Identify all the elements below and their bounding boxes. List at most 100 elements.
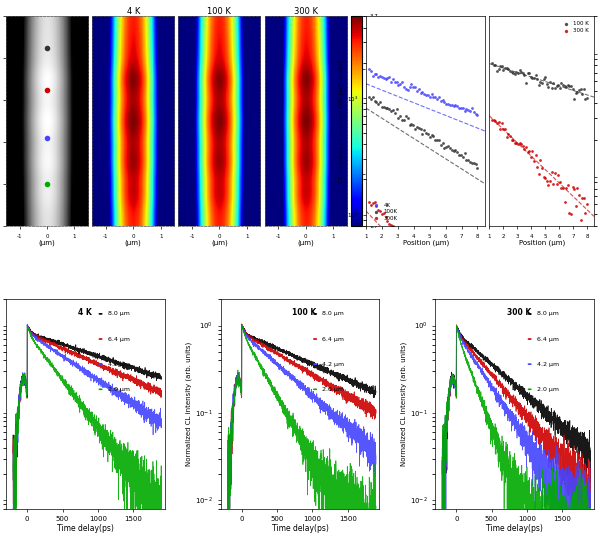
100 K <box>552 82 562 90</box>
100 K <box>497 61 506 70</box>
4K <box>427 90 436 98</box>
300 K <box>494 118 503 126</box>
4K <box>452 101 462 110</box>
100 K <box>582 93 592 102</box>
4K <box>390 77 400 86</box>
100K <box>438 139 448 148</box>
300 K <box>518 142 527 150</box>
100 K <box>515 66 524 74</box>
300K <box>430 268 440 277</box>
300 K <box>552 180 562 189</box>
300K <box>471 307 481 316</box>
300K <box>405 240 415 248</box>
4K <box>379 73 389 82</box>
100 K <box>579 85 589 94</box>
100K <box>409 120 418 129</box>
100 K <box>491 61 500 69</box>
100 K <box>557 78 566 87</box>
4K <box>373 72 383 81</box>
4K <box>456 104 466 113</box>
4K <box>407 79 416 88</box>
100 K <box>550 83 560 92</box>
4K <box>418 88 427 96</box>
100K <box>416 125 425 133</box>
100 K <box>517 67 526 76</box>
4K <box>447 101 457 109</box>
300K <box>379 209 389 218</box>
300 K <box>532 162 542 171</box>
300 K <box>489 115 499 124</box>
100 K <box>531 71 541 79</box>
300 K <box>510 139 520 148</box>
300K <box>469 306 479 315</box>
300 K <box>515 139 524 148</box>
300 K <box>517 139 526 148</box>
300K <box>440 277 449 286</box>
300 K <box>521 143 531 152</box>
300 K <box>492 119 502 127</box>
300 K <box>577 194 587 202</box>
100 K <box>548 79 558 88</box>
100K <box>376 97 385 106</box>
Legend: 4K, 100K, 300K: 4K, 100K, 300K <box>369 200 400 223</box>
100 K <box>524 69 534 78</box>
100K <box>383 103 392 112</box>
X-axis label: (μm): (μm) <box>38 240 55 247</box>
300 K <box>557 184 566 193</box>
100 K <box>507 68 517 77</box>
X-axis label: (μm): (μm) <box>297 240 314 247</box>
4K <box>364 65 374 73</box>
300 K <box>550 169 560 178</box>
4K <box>463 105 473 114</box>
100 K <box>532 74 542 83</box>
100 K <box>565 82 574 90</box>
100 K <box>541 72 550 81</box>
300 K <box>529 156 539 165</box>
300K <box>447 286 457 295</box>
100K <box>445 144 455 153</box>
300K <box>366 201 376 210</box>
4K <box>383 74 392 83</box>
300K <box>394 225 403 234</box>
4K <box>419 90 429 98</box>
4K <box>458 104 467 113</box>
100 K <box>553 80 563 89</box>
100K <box>434 135 443 144</box>
Y-axis label: Normalized CL intensity (arb. units): Normalized CL intensity (arb. units) <box>400 342 407 466</box>
4K <box>412 86 422 95</box>
4K <box>366 67 376 75</box>
300 K <box>562 184 571 193</box>
300K <box>416 251 425 259</box>
100K <box>454 151 464 160</box>
100 K <box>526 73 536 82</box>
100K <box>366 95 376 103</box>
300 K <box>520 145 529 154</box>
4K <box>425 92 434 101</box>
100K <box>458 153 467 161</box>
300K <box>467 305 477 313</box>
300K <box>438 272 448 281</box>
100 K <box>577 90 587 98</box>
100K <box>386 107 396 115</box>
100K <box>471 160 481 168</box>
100K <box>399 116 409 125</box>
100K <box>452 147 462 156</box>
300 K <box>527 147 537 155</box>
300K <box>412 249 422 258</box>
4K <box>466 107 475 116</box>
300 K <box>496 125 505 133</box>
100K <box>388 106 398 114</box>
300K <box>458 295 467 304</box>
100 K <box>513 68 523 77</box>
100 K <box>542 80 551 89</box>
4K <box>409 83 418 91</box>
300K <box>410 242 420 251</box>
X-axis label: Time delay(ps): Time delay(ps) <box>57 523 114 533</box>
X-axis label: Position (μm): Position (μm) <box>518 240 565 247</box>
300K <box>401 236 410 245</box>
300K <box>442 277 451 286</box>
Y-axis label: Normalized CL intensity (arb. units): Normalized CL intensity (arb. units) <box>186 342 193 466</box>
100K <box>432 136 442 144</box>
300K <box>381 213 391 222</box>
100 K <box>510 70 520 79</box>
